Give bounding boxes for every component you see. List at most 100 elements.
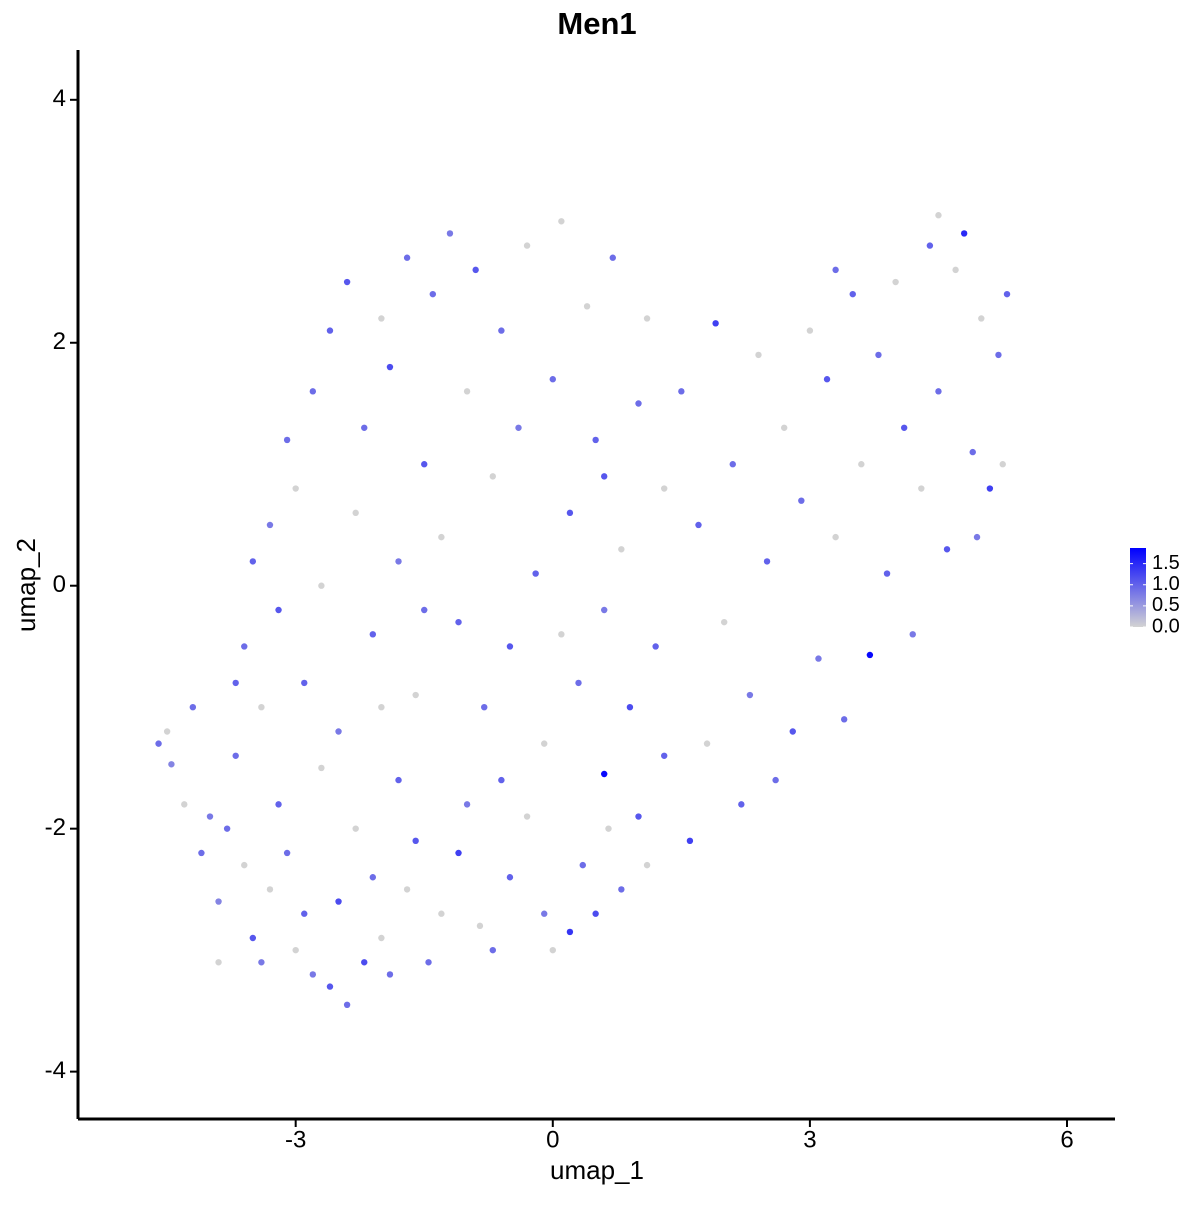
cell-point (318, 764, 325, 772)
cell-point (163, 728, 171, 735)
legend-tick-label: 0.5 (1152, 594, 1180, 616)
y-axis-label: umap_2 (11, 538, 41, 632)
cell-point (601, 606, 608, 614)
cell-point (541, 740, 548, 747)
y-tick-label: 0 (53, 571, 66, 598)
cell-point (789, 728, 796, 735)
cell-point (686, 837, 694, 845)
x-tick-label: -3 (285, 1126, 306, 1153)
cell-point (626, 703, 634, 711)
cell-point (292, 946, 299, 954)
cell-point (643, 861, 651, 869)
y-tick-label: -2 (45, 814, 66, 841)
cell-point (952, 266, 959, 274)
x-tick-label: 3 (803, 1126, 816, 1153)
cell-point (720, 618, 728, 626)
cell-point (746, 691, 754, 699)
cell-point (283, 436, 291, 444)
cell-point (395, 558, 402, 565)
cell-point (378, 315, 385, 322)
cell-point (601, 473, 608, 480)
cell-point (318, 582, 325, 589)
legend-tick-label: 1.5 (1152, 552, 1180, 574)
cell-point (181, 801, 188, 808)
cell-point (849, 290, 856, 298)
cell-point (978, 315, 985, 322)
cell-point (678, 388, 685, 395)
y-tick-label: 4 (53, 85, 66, 112)
cell-point (343, 278, 351, 286)
cell-point (935, 212, 942, 219)
cell-point (712, 320, 719, 327)
cell-point (566, 509, 574, 517)
cell-point (506, 643, 514, 650)
cell-point (463, 388, 471, 395)
cell-point (729, 461, 736, 468)
cell-point (883, 570, 891, 577)
cell-point (532, 570, 539, 577)
cell-point (609, 254, 616, 261)
cell-point (960, 230, 968, 237)
cell-point (592, 436, 599, 444)
cell-point (601, 770, 608, 778)
cell-point (558, 218, 565, 225)
cell-point (292, 485, 299, 492)
cell-point (523, 813, 531, 820)
cell-point (605, 825, 612, 832)
cell-point (326, 327, 334, 334)
legend-tick-label: 1.0 (1152, 573, 1180, 595)
cell-point (386, 363, 394, 371)
cell-point (806, 327, 814, 334)
cell-point (549, 376, 556, 383)
cell-point (926, 242, 934, 249)
cell-point (361, 959, 368, 966)
cell-point (858, 461, 865, 468)
cell-point (558, 631, 565, 638)
cell-point (258, 959, 265, 966)
cell-point (352, 509, 359, 517)
cell-point (703, 740, 711, 747)
cell-point (592, 910, 599, 917)
cell-point (635, 813, 642, 820)
cell-point (523, 242, 531, 249)
color-bar (1130, 548, 1146, 627)
cell-point (421, 461, 428, 468)
legend-tick-label: 0.0 (1152, 615, 1180, 637)
cell-point (421, 606, 428, 614)
cell-point (738, 801, 745, 808)
cell-point (258, 703, 265, 711)
cell-point (369, 631, 377, 638)
cell-point (515, 424, 522, 431)
cell-point (695, 521, 702, 529)
y-tick-label: -4 (45, 1057, 66, 1084)
cell-point (429, 290, 437, 298)
cell-point (476, 922, 484, 930)
cell-point (438, 910, 445, 917)
cell-point (635, 400, 642, 407)
cell-point (763, 558, 771, 565)
cell-point (489, 473, 496, 480)
cell-point (995, 351, 1002, 359)
cell-point (395, 776, 402, 784)
cell-point (643, 315, 651, 322)
cell-point (999, 461, 1006, 468)
y-tick-label: 2 (53, 328, 66, 355)
cell-point (579, 861, 586, 869)
cell-point (832, 533, 839, 541)
cell-point (618, 546, 625, 553)
cell-point (215, 959, 222, 966)
cell-point (900, 424, 908, 431)
cell-point (463, 801, 471, 808)
cell-point (973, 533, 981, 541)
cell-point (498, 776, 505, 784)
cell-point (198, 849, 205, 857)
cell-point (266, 521, 274, 529)
cell-point (840, 716, 848, 723)
cell-point (446, 230, 454, 237)
cell-point (549, 946, 556, 954)
cell-point (772, 776, 779, 784)
cell-point (386, 971, 394, 978)
cell-point (489, 946, 496, 954)
cell-point (892, 278, 899, 286)
cell-point (935, 388, 942, 395)
